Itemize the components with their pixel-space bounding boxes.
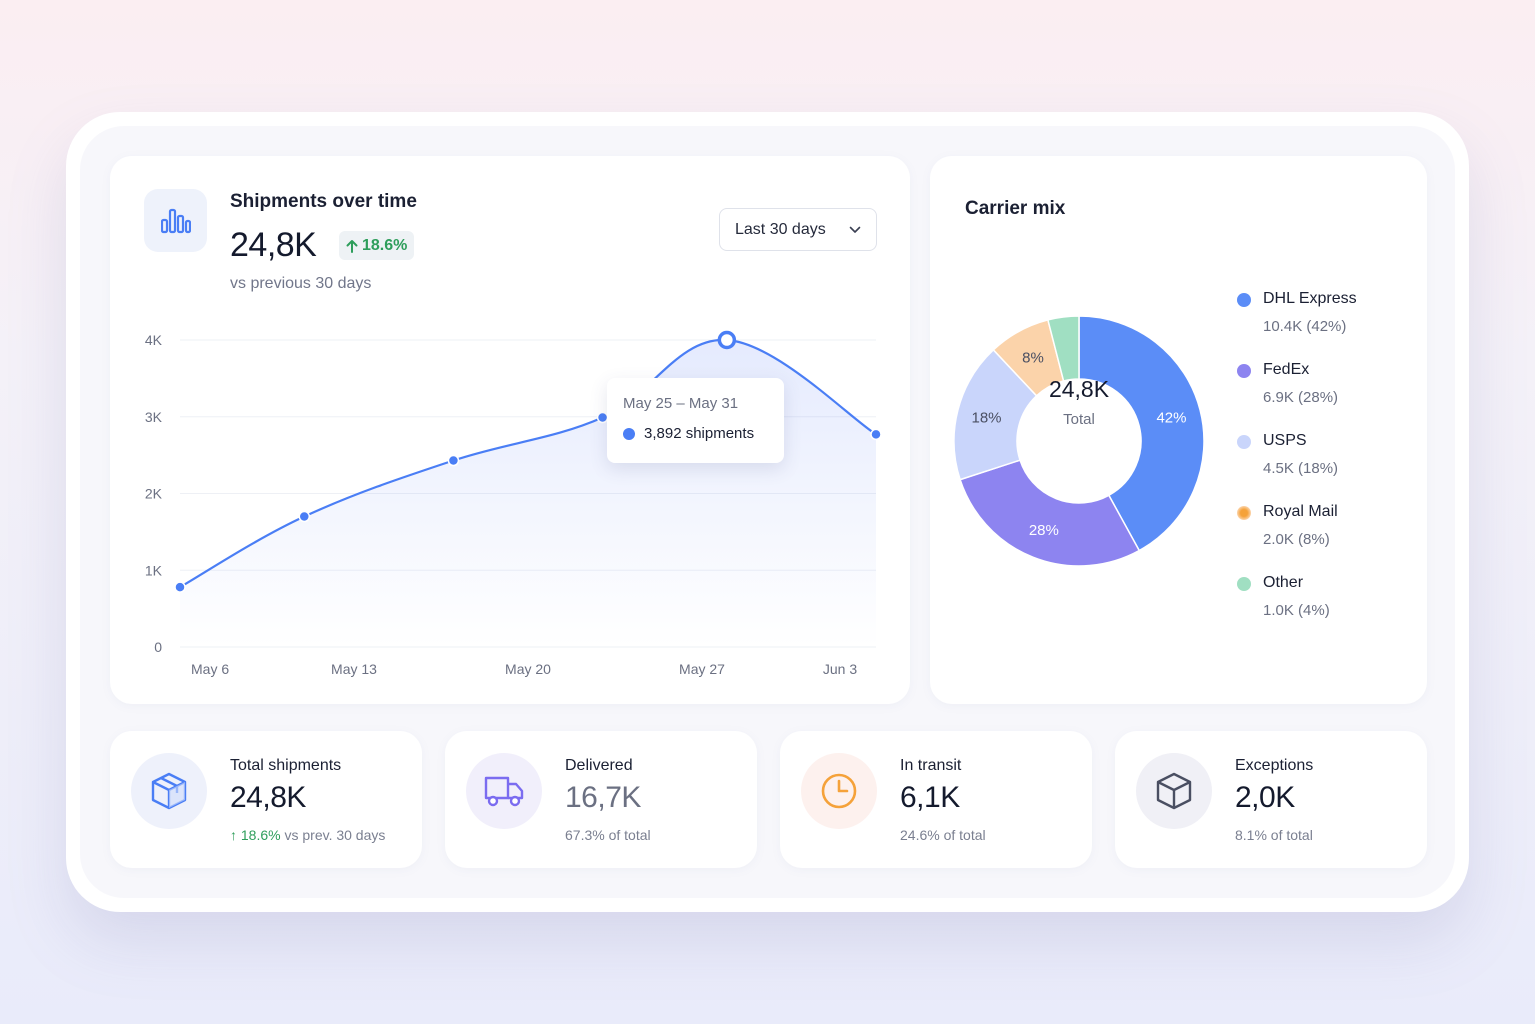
clock-icon: [821, 773, 857, 809]
chevron-down-icon: [849, 226, 861, 233]
legend-value: 2.0K (8%): [1263, 531, 1330, 548]
y-tick-label: 4K: [145, 332, 163, 348]
shipments-total-value: 24,8K: [230, 226, 317, 264]
date-range-value: Last 30 days: [735, 220, 826, 238]
legend-name: Royal Mail: [1263, 503, 1338, 520]
highlight-point: [717, 330, 737, 350]
data-point: [447, 454, 460, 467]
legend-name: FedEx: [1263, 361, 1310, 378]
stat-card-in-transit[interactable]: In transit 6,1K 24.6% of total: [780, 731, 1092, 868]
stat-sub: 24.6% of total: [900, 827, 986, 843]
x-tick-label: May 20: [505, 661, 551, 677]
stat-value: 16,7K: [565, 781, 641, 814]
stat-label: Total shipments: [230, 757, 342, 774]
legend-swatch: [1237, 435, 1251, 449]
stat-label: Delivered: [565, 757, 633, 774]
stat-sub: 67.3% of total: [565, 827, 651, 843]
tooltip-range: May 25 – May 31: [623, 395, 739, 412]
legend-value: 4.5K (18%): [1263, 460, 1339, 477]
stat-sub: ↑ 18.6% vs prev. 30 days: [230, 827, 385, 843]
stat-delta: 18.6%: [240, 827, 281, 843]
y-tick-label: 0: [154, 639, 162, 655]
stat-value: 24,8K: [230, 781, 306, 814]
data-point: [298, 510, 311, 523]
shipments-line-chart: 0 1K 2K 3K 4K May 6 May 13 May 20 May 27 Jun 3: [145, 330, 882, 677]
delta-value: 18.6%: [362, 236, 408, 254]
stat-card-exceptions[interactable]: Exceptions 2,0K 8.1% of total: [1115, 731, 1427, 868]
y-tick-label: 3K: [145, 409, 163, 425]
arrow-up-icon: [346, 239, 358, 253]
slice-label: 42%: [1156, 409, 1186, 426]
stat-sub-text: vs prev. 30 days: [280, 827, 386, 843]
legend-value: 6.9K (28%): [1263, 389, 1339, 406]
bar-chart-icon: [144, 189, 207, 252]
x-tick-label: Jun 3: [823, 661, 857, 677]
carrier-donut-chart: 42% 28% 18% 8%: [953, 315, 1205, 567]
stat-label: In transit: [900, 757, 962, 774]
slice-label: 8%: [1022, 349, 1044, 366]
legend-swatch: [1237, 293, 1251, 307]
legend-swatch: [1237, 577, 1251, 591]
x-tick-label: May 6: [191, 661, 229, 677]
x-tick-label: May 27: [679, 661, 725, 677]
y-tick-label: 1K: [145, 562, 163, 578]
x-tick-label: May 13: [331, 661, 377, 677]
stat-card-delivered[interactable]: Delivered 16,7K 67.3% of total: [445, 731, 757, 868]
donut-hole: [1017, 379, 1141, 503]
donut-center-value: 24,8K: [1048, 376, 1110, 402]
legend-value: 10.4K (42%): [1263, 318, 1347, 335]
stat-value: 2,0K: [1235, 781, 1295, 814]
date-range-select[interactable]: Last 30 days: [719, 208, 877, 251]
delivery-truck-icon: [484, 776, 524, 807]
y-tick-label: 2K: [145, 486, 163, 502]
stat-sub: 8.1% of total: [1235, 827, 1313, 843]
stat-icon-bg: [801, 753, 877, 829]
legend-swatch: [1237, 364, 1251, 378]
shipments-chart-card: Shipments over time 24,8K 18.6% vs previ…: [110, 156, 910, 704]
donut-center-label: Total: [1063, 411, 1095, 428]
tooltip-series-dot: [623, 427, 635, 440]
box-3d-icon: [151, 772, 187, 810]
chart-tooltip: May 25 – May 31 3,892 shipments: [607, 378, 784, 463]
legend-value: 1.0K (4%): [1263, 602, 1330, 619]
stat-card-total-shipments[interactable]: Total shipments 24,8K ↑ 18.6% vs prev. 3…: [110, 731, 422, 868]
legend-name: USPS: [1263, 432, 1307, 449]
stat-icon-bg: [1136, 753, 1212, 829]
legend-name: DHL Express: [1263, 290, 1357, 307]
tooltip-value: 3,892 shipments: [644, 425, 755, 442]
carrier-mix-card: Carrier mix 42% 28% 18% 8% DHL Express 10.4K…: [930, 156, 1427, 704]
stat-icon-bg: [131, 753, 207, 829]
series-line: [179, 338, 877, 589]
slice-label: 28%: [1029, 522, 1059, 539]
data-point: [870, 428, 882, 441]
slice-label: 18%: [971, 409, 1001, 426]
stat-value: 6,1K: [900, 781, 960, 814]
chart-subtitle: vs previous 30 days: [230, 275, 372, 292]
legend-name: Other: [1263, 574, 1304, 591]
package-icon: [1156, 772, 1192, 810]
stat-label: Exceptions: [1235, 757, 1314, 774]
stat-icon-bg: [466, 753, 542, 829]
donut-center: 24,8K Total: [1019, 376, 1139, 428]
carrier-mix-title: Carrier mix: [965, 198, 1066, 219]
legend-swatch: [1237, 506, 1251, 520]
chart-title: Shipments over time: [230, 191, 417, 212]
delta-badge: 18.6%: [339, 231, 415, 260]
arrow-up-icon: ↑: [230, 827, 241, 843]
data-point: [174, 581, 186, 593]
